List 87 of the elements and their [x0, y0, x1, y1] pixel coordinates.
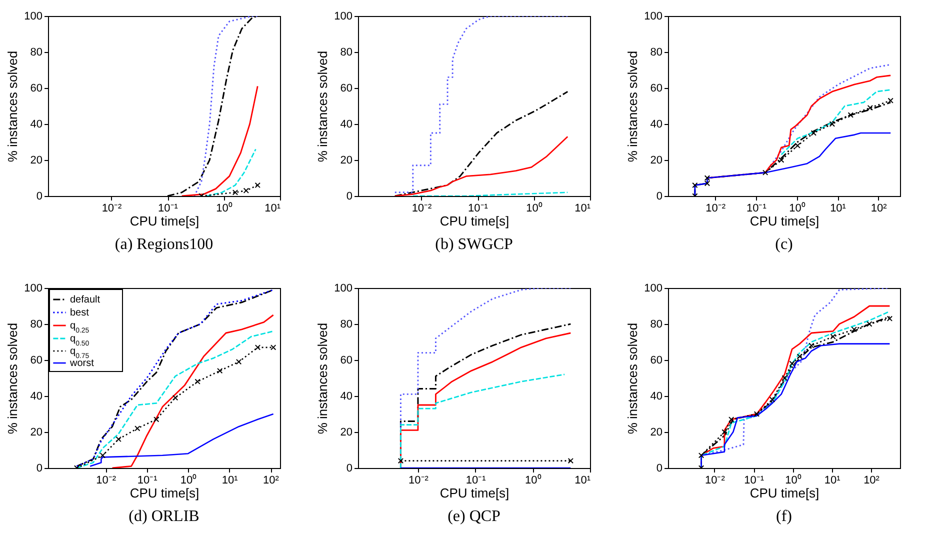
x-tick-label: 10⁰ [785, 474, 802, 486]
y-tick-label: 20 [650, 154, 662, 166]
x-tick-label: 10¹ [824, 474, 841, 486]
text: (b) SWGCP [435, 236, 513, 253]
y-tick-label: 40 [340, 118, 352, 130]
y-tick-label: 80 [650, 318, 662, 330]
x-tick-label: 10⁻¹ [468, 202, 488, 214]
x-tick-label: 10⁰ [216, 202, 232, 214]
x-axis-title: CPU time[s] [750, 214, 820, 228]
y-tick-label: 100 [24, 282, 42, 294]
y-tick-label: 80 [650, 46, 662, 58]
y-axis-title: % instances solved [625, 50, 640, 162]
x-axis-title: CPU time[s] [750, 486, 820, 500]
x-tick-label: 10² [263, 474, 280, 486]
y-tick-label: 40 [30, 390, 42, 402]
y-tick-label: 80 [30, 46, 42, 58]
y-tick-label: 0 [656, 462, 662, 474]
y-tick-label: 20 [30, 426, 42, 438]
legend-label: worst [69, 358, 94, 369]
y-tick-label: 20 [340, 154, 352, 166]
x-tick-label: 10¹ [222, 474, 238, 486]
y-tick-label: 0 [36, 462, 42, 474]
x-tick-label: 10¹ [264, 202, 281, 214]
x-axis-title: CPU time[s] [440, 486, 510, 500]
text: (c) [775, 236, 793, 253]
y-tick-label: 0 [656, 190, 662, 202]
y-tick-label: 60 [340, 354, 352, 366]
y-tick-label: 20 [650, 426, 662, 438]
y-tick-label: 0 [36, 190, 42, 202]
x-tick-label: 10⁰ [525, 474, 542, 486]
x-tick-label: 10⁻² [705, 474, 726, 486]
y-tick-label: 0 [346, 462, 352, 474]
y-tick-label: 100 [644, 282, 662, 294]
x-axis-title: CPU time[s] [130, 214, 200, 228]
y-tick-label: 0 [346, 190, 352, 202]
x-tick-label: 10¹ [574, 202, 591, 214]
y-tick-label: 60 [650, 82, 662, 94]
x-axis-title: CPU time[s] [130, 486, 200, 500]
x-tick-label: 10⁻¹ [137, 474, 158, 486]
y-tick-label: 60 [650, 354, 662, 366]
y-tick-label: 40 [340, 390, 352, 402]
y-axis-title: % instances solved [625, 322, 640, 434]
legend-label: q$_{0.75}$ [70, 346, 90, 360]
x-tick-label: 10¹ [574, 474, 591, 486]
y-tick-label: 40 [30, 118, 42, 130]
x-tick-label: 10⁰ [526, 202, 542, 214]
y-tick-label: 100 [24, 10, 42, 22]
x-tick-label: 10² [870, 202, 888, 214]
y-tick-label: 60 [30, 354, 42, 366]
text: (f) [776, 508, 792, 525]
x-tick-label: 10⁻¹ [744, 474, 764, 486]
y-tick-label: 100 [644, 10, 662, 22]
x-tick-label: 10⁻² [706, 202, 726, 214]
y-tick-label: 20 [340, 426, 352, 438]
x-axis-title: CPU time[s] [440, 214, 510, 228]
y-tick-label: 100 [334, 10, 352, 22]
text: (d) ORLIB [128, 508, 200, 525]
text: (a) Regions100 [114, 236, 214, 253]
text: (e) QCP [448, 508, 501, 525]
y-axis-title: % instances solved [315, 322, 330, 434]
legend-label: default [70, 294, 100, 306]
y-tick-label: 20 [30, 154, 42, 166]
y-tick-label: 80 [30, 318, 42, 330]
x-tick-label: 10⁻¹ [746, 202, 767, 214]
x-tick-label: 10⁰ [789, 202, 806, 214]
y-tick-label: 40 [650, 118, 662, 130]
x-tick-label: 10⁰ [180, 474, 197, 486]
y-tick-label: 60 [340, 82, 352, 94]
x-tick-label: 10⁻² [96, 474, 116, 486]
legend-label: best [70, 308, 90, 318]
y-axis-title: % instances solved [5, 50, 20, 162]
x-tick-label: 10⁻¹ [466, 474, 486, 486]
x-tick-label: 10⁻² [408, 474, 429, 486]
y-axis-title: % instances solved [315, 50, 330, 162]
y-axis-title: % instances solved [5, 322, 20, 434]
y-tick-label: 60 [30, 82, 42, 94]
y-tick-label: 40 [650, 390, 662, 402]
y-tick-label: 80 [340, 46, 352, 58]
legend-label: q$_{0.50}$ [70, 334, 90, 347]
x-tick-label: 10⁻¹ [158, 202, 178, 214]
y-tick-label: 80 [340, 318, 352, 330]
x-tick-label: 10¹ [830, 202, 846, 214]
x-tick-label: 10² [864, 474, 880, 486]
x-tick-label: 10⁻² [412, 202, 432, 214]
legend-label: q$_{0.25}$ [70, 320, 90, 334]
y-tick-label: 100 [334, 282, 352, 294]
x-tick-label: 10⁻² [102, 202, 122, 214]
